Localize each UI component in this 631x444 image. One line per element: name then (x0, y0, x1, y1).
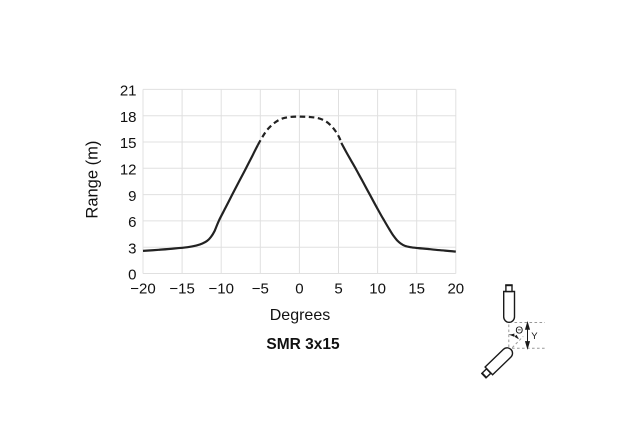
svg-text:18: 18 (120, 109, 137, 126)
svg-text:−20: −20 (130, 281, 155, 298)
svg-text:−10: −10 (208, 281, 233, 298)
svg-text:6: 6 (128, 214, 136, 231)
svg-text:20: 20 (447, 281, 464, 298)
svg-text:3: 3 (128, 240, 136, 257)
svg-text:−15: −15 (169, 281, 194, 298)
svg-text:Range (m): Range (m) (84, 141, 102, 219)
svg-text:0: 0 (295, 281, 303, 298)
svg-text:10: 10 (369, 281, 386, 298)
svg-text:12: 12 (120, 162, 137, 179)
svg-text:9: 9 (128, 188, 136, 205)
svg-text:21: 21 (120, 83, 137, 100)
svg-text:5: 5 (334, 281, 342, 298)
svg-text:Degrees: Degrees (270, 307, 330, 324)
svg-text:15: 15 (408, 281, 425, 298)
svg-text:SMR 3x15: SMR 3x15 (266, 336, 340, 353)
svg-text:Y: Y (531, 331, 538, 342)
svg-text:15: 15 (120, 135, 137, 152)
svg-text:0: 0 (128, 267, 136, 284)
svg-text:−5: −5 (252, 281, 269, 298)
svg-text:Θ: Θ (515, 325, 523, 336)
